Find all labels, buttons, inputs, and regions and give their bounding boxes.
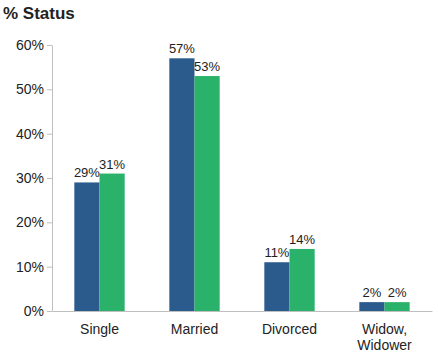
x-tick-label-line: Widower xyxy=(357,337,412,353)
y-tick-mark xyxy=(47,267,52,268)
y-axis: 0% 10% 20% 30% 40% 50% 60% xyxy=(16,37,53,319)
x-axis-line xyxy=(53,311,433,312)
y-tick: 50% xyxy=(16,81,52,97)
x-tick-label: Single xyxy=(80,321,119,337)
y-axis-line xyxy=(52,46,53,312)
y-tick-label: 50% xyxy=(16,81,44,97)
bar xyxy=(169,58,194,311)
y-tick-mark xyxy=(47,89,52,90)
x-tick-label: Divorced xyxy=(262,321,317,337)
bar xyxy=(359,302,384,311)
chart: % Status 29% 57% 11% 2% 31% 53% 14% 2% 0% 10% 20% 30… xyxy=(0,0,438,358)
y-tick-label: 30% xyxy=(16,170,44,186)
bar xyxy=(195,76,220,311)
y-tick-label: 0% xyxy=(24,303,44,319)
y-tick-label: 20% xyxy=(16,214,44,230)
y-tick: 0% xyxy=(24,303,52,319)
bar xyxy=(74,182,99,311)
bar xyxy=(100,174,125,311)
y-tick-mark xyxy=(47,45,52,46)
y-tick: 40% xyxy=(16,126,52,142)
y-tick: 20% xyxy=(16,214,52,230)
data-label: 2% xyxy=(388,285,407,300)
x-tick-label-line: Married xyxy=(171,321,218,337)
data-label: 31% xyxy=(99,157,125,172)
data-label: 57% xyxy=(169,41,195,56)
x-tick-label: Married xyxy=(171,321,218,337)
data-label: 2% xyxy=(363,285,382,300)
y-tick-mark xyxy=(47,134,52,135)
x-tick: Single xyxy=(80,311,119,337)
y-tick-label: 60% xyxy=(16,37,44,53)
x-axis: Single Married Divorced Widow,Widower xyxy=(53,311,433,353)
x-tick: Widow,Widower xyxy=(357,311,412,353)
x-tick: Married xyxy=(171,311,218,337)
y-tick-mark xyxy=(47,222,52,223)
chart-title: % Status xyxy=(3,4,75,23)
y-tick-mark xyxy=(47,178,52,179)
x-tick-label: Widow,Widower xyxy=(357,321,412,353)
data-labels: 29% 57% 11% 2% 31% 53% 14% 2% xyxy=(74,41,407,300)
bars xyxy=(74,58,409,311)
plot: 29% 57% 11% 2% 31% 53% 14% 2% 0% 10% 20% 30% 40% 50% 6… xyxy=(16,37,433,353)
bar xyxy=(385,302,410,311)
y-tick: 30% xyxy=(16,170,52,186)
x-tick-label-line: Widow, xyxy=(362,321,407,337)
y-tick-label: 40% xyxy=(16,126,44,142)
data-label: 29% xyxy=(74,165,100,180)
x-tick-label-line: Single xyxy=(80,321,119,337)
bar xyxy=(290,249,315,311)
bar xyxy=(264,262,289,311)
y-tick: 10% xyxy=(16,259,52,275)
y-tick-mark xyxy=(47,311,52,312)
data-label: 14% xyxy=(289,232,315,247)
x-tick: Divorced xyxy=(262,311,317,337)
x-tick-label-line: Divorced xyxy=(262,321,317,337)
data-label: 53% xyxy=(194,59,220,74)
data-label: 11% xyxy=(264,245,289,260)
y-tick-label: 10% xyxy=(16,259,44,275)
y-tick: 60% xyxy=(16,37,52,53)
